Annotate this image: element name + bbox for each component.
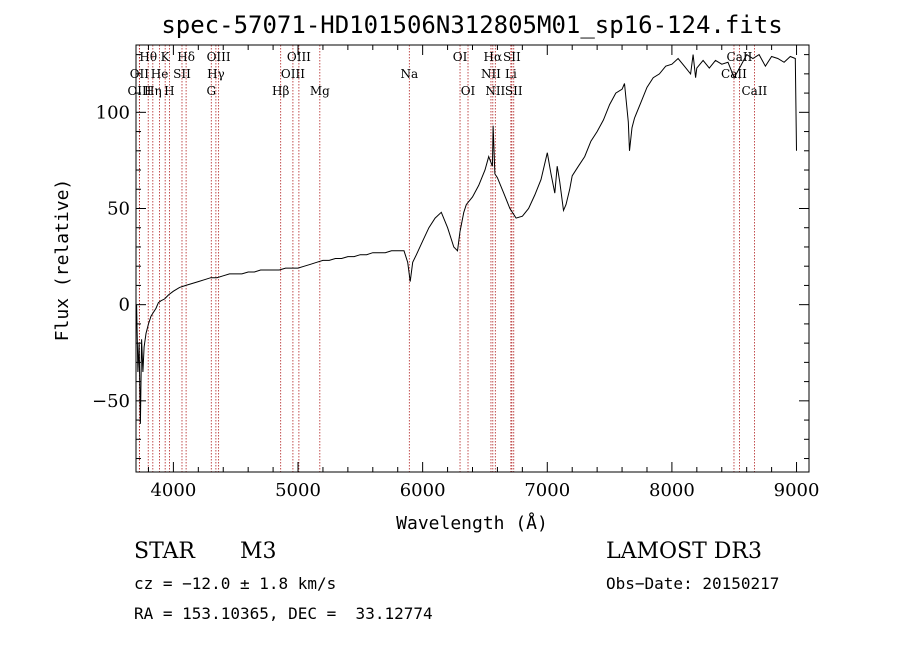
x-tick-label: 8000 xyxy=(649,480,695,501)
spectral-line-label: Hδ xyxy=(177,50,195,64)
x-tick-label: 4000 xyxy=(150,480,196,501)
spectral-line-label: Hγ xyxy=(207,67,225,81)
chart-title: spec-57071-HD101506N312805M01_sp16-124.f… xyxy=(161,11,782,39)
spectral-line-label: NII xyxy=(485,84,505,98)
spectrum-series-line xyxy=(136,53,797,424)
spectral-line-label: CaII xyxy=(721,67,747,81)
spectral-line-label: CaII xyxy=(727,50,753,64)
axis-ticks: 4000 5000 6000 7000 8000 9000 −50 0 50 100 xyxy=(92,45,819,501)
spectral-line-label: Na xyxy=(400,67,418,81)
spectral-line-label: OI xyxy=(461,84,476,98)
spectral-line-label: OI xyxy=(453,50,468,64)
observation-date: Obs−Date: 20150217 xyxy=(606,574,780,593)
y-axis-label: Flux (relative) xyxy=(52,179,73,342)
plot-frame xyxy=(135,44,810,473)
spectral-line-label: CaII xyxy=(741,84,767,98)
spectral-line-label: Mg xyxy=(310,84,330,98)
y-tick-label: 50 xyxy=(107,198,130,219)
redshift-text: cz = −12.0 ± 1.8 km/s xyxy=(134,574,337,593)
y-tick-label: 100 xyxy=(96,102,130,123)
spectral-line-label: He xyxy=(151,67,169,81)
spectral-line-label: Hα xyxy=(484,50,503,64)
spectral-line-label: SII xyxy=(503,50,521,64)
spectral-line-label: OIII xyxy=(207,50,231,64)
spectral-line-label: K xyxy=(161,50,171,64)
spectral-line-label: OIII xyxy=(281,67,305,81)
y-tick-label: 0 xyxy=(119,295,130,316)
spectral-line-label: H xyxy=(164,84,174,98)
spectral-line-label: OIII xyxy=(287,50,311,64)
spectral-line-label: Hβ xyxy=(272,84,289,98)
spectral-line-label: SII xyxy=(173,67,191,81)
y-tick-label: −50 xyxy=(92,391,130,412)
x-tick-label: 9000 xyxy=(774,480,820,501)
spectral-line-markers xyxy=(138,45,755,472)
object-subclass: M3 xyxy=(240,539,277,564)
spectral-line-label: Hθ xyxy=(139,50,157,64)
object-class: STAR xyxy=(134,539,195,564)
x-tick-label: 7000 xyxy=(524,480,570,501)
spectral-line-label: G xyxy=(206,84,216,98)
spectral-line-label: SII xyxy=(505,84,523,98)
spectral-line-label: Li xyxy=(505,67,517,81)
survey-name: LAMOST DR3 xyxy=(606,539,762,564)
spectral-line-label: NII xyxy=(481,67,501,81)
coordinates-text: RA = 153.10365, DEC = 33.12774 xyxy=(134,604,433,623)
x-tick-label: 5000 xyxy=(275,480,321,501)
x-axis-label: Wavelength (Å) xyxy=(396,512,548,534)
spectral-line-label: OIII xyxy=(127,84,151,98)
x-tick-label: 6000 xyxy=(400,480,446,501)
spectral-line-label: Hη xyxy=(144,84,162,98)
